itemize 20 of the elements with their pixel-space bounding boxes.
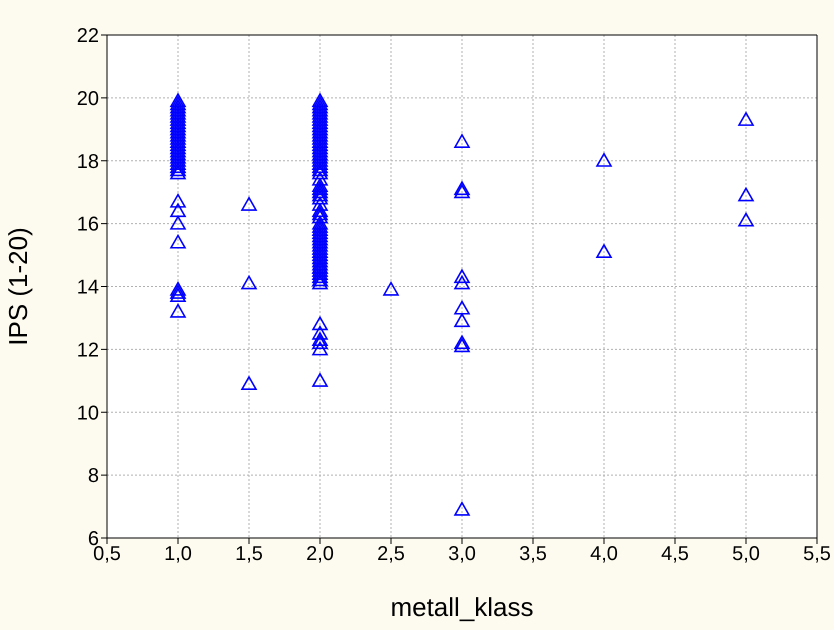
x-tick-label: 3,0 (448, 543, 476, 566)
x-tick-label: 4,5 (661, 543, 689, 566)
x-axis-title: metall_klass (390, 592, 534, 622)
y-tick-label: 18 (76, 150, 99, 173)
x-tick-label: 2,5 (377, 543, 405, 566)
y-tick-label: 16 (76, 214, 99, 236)
x-tick-label: 2,0 (306, 543, 334, 566)
y-axis-title: IPS (1-20) (3, 227, 34, 346)
y-tick-label: 8 (88, 465, 99, 488)
x-tick-label: 4,0 (590, 543, 618, 566)
x-tick-label: 1,0 (164, 543, 192, 566)
y-tick-label: 22 (76, 25, 99, 48)
y-tick-label: 20 (76, 88, 99, 110)
y-tick-label: 12 (76, 339, 99, 362)
y-tick-label: 10 (76, 402, 99, 424)
x-tick-label: 5,5 (803, 543, 831, 566)
x-tick-label: 1,5 (235, 543, 263, 566)
y-tick-label: 14 (76, 276, 99, 299)
x-tick-label: 3,5 (519, 543, 547, 566)
x-tick-label: 5,0 (732, 543, 760, 566)
